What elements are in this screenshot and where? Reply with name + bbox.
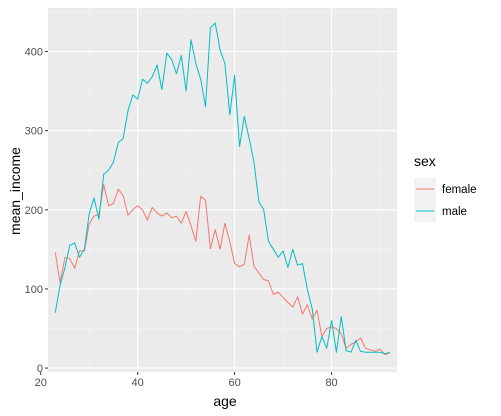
y-tick-label: 100: [25, 284, 43, 296]
y-axis-title: mean_income: [7, 147, 23, 235]
legend-title: sex: [414, 153, 436, 169]
y-tick-label: 400: [25, 47, 43, 59]
y-tick-label: 200: [25, 205, 43, 217]
legend-label-female: female: [442, 184, 477, 196]
legend-label-male: male: [442, 206, 467, 218]
y-tick-label: 300: [25, 126, 43, 138]
series-line-female: [54, 184, 390, 356]
x-tick-label: 40: [132, 377, 144, 389]
x-axis-title: age: [213, 393, 237, 409]
x-tick-label: 80: [325, 377, 337, 389]
legend: sex female male: [414, 153, 477, 222]
legend-items: female male: [414, 178, 477, 222]
x-tick-label: 20: [35, 377, 47, 389]
series-line-male: [54, 22, 390, 355]
y-axis-ticks: 0 100 200 300 400: [25, 47, 48, 375]
major-gridlines: [48, 8, 397, 372]
x-tick-label: 60: [228, 377, 240, 389]
plot-panel: [48, 8, 397, 372]
minor-gridlines: [48, 8, 397, 372]
series-lines: [54, 22, 390, 356]
x-axis-ticks: 20 40 60 80: [35, 372, 338, 389]
y-tick-label: 0: [37, 363, 43, 375]
